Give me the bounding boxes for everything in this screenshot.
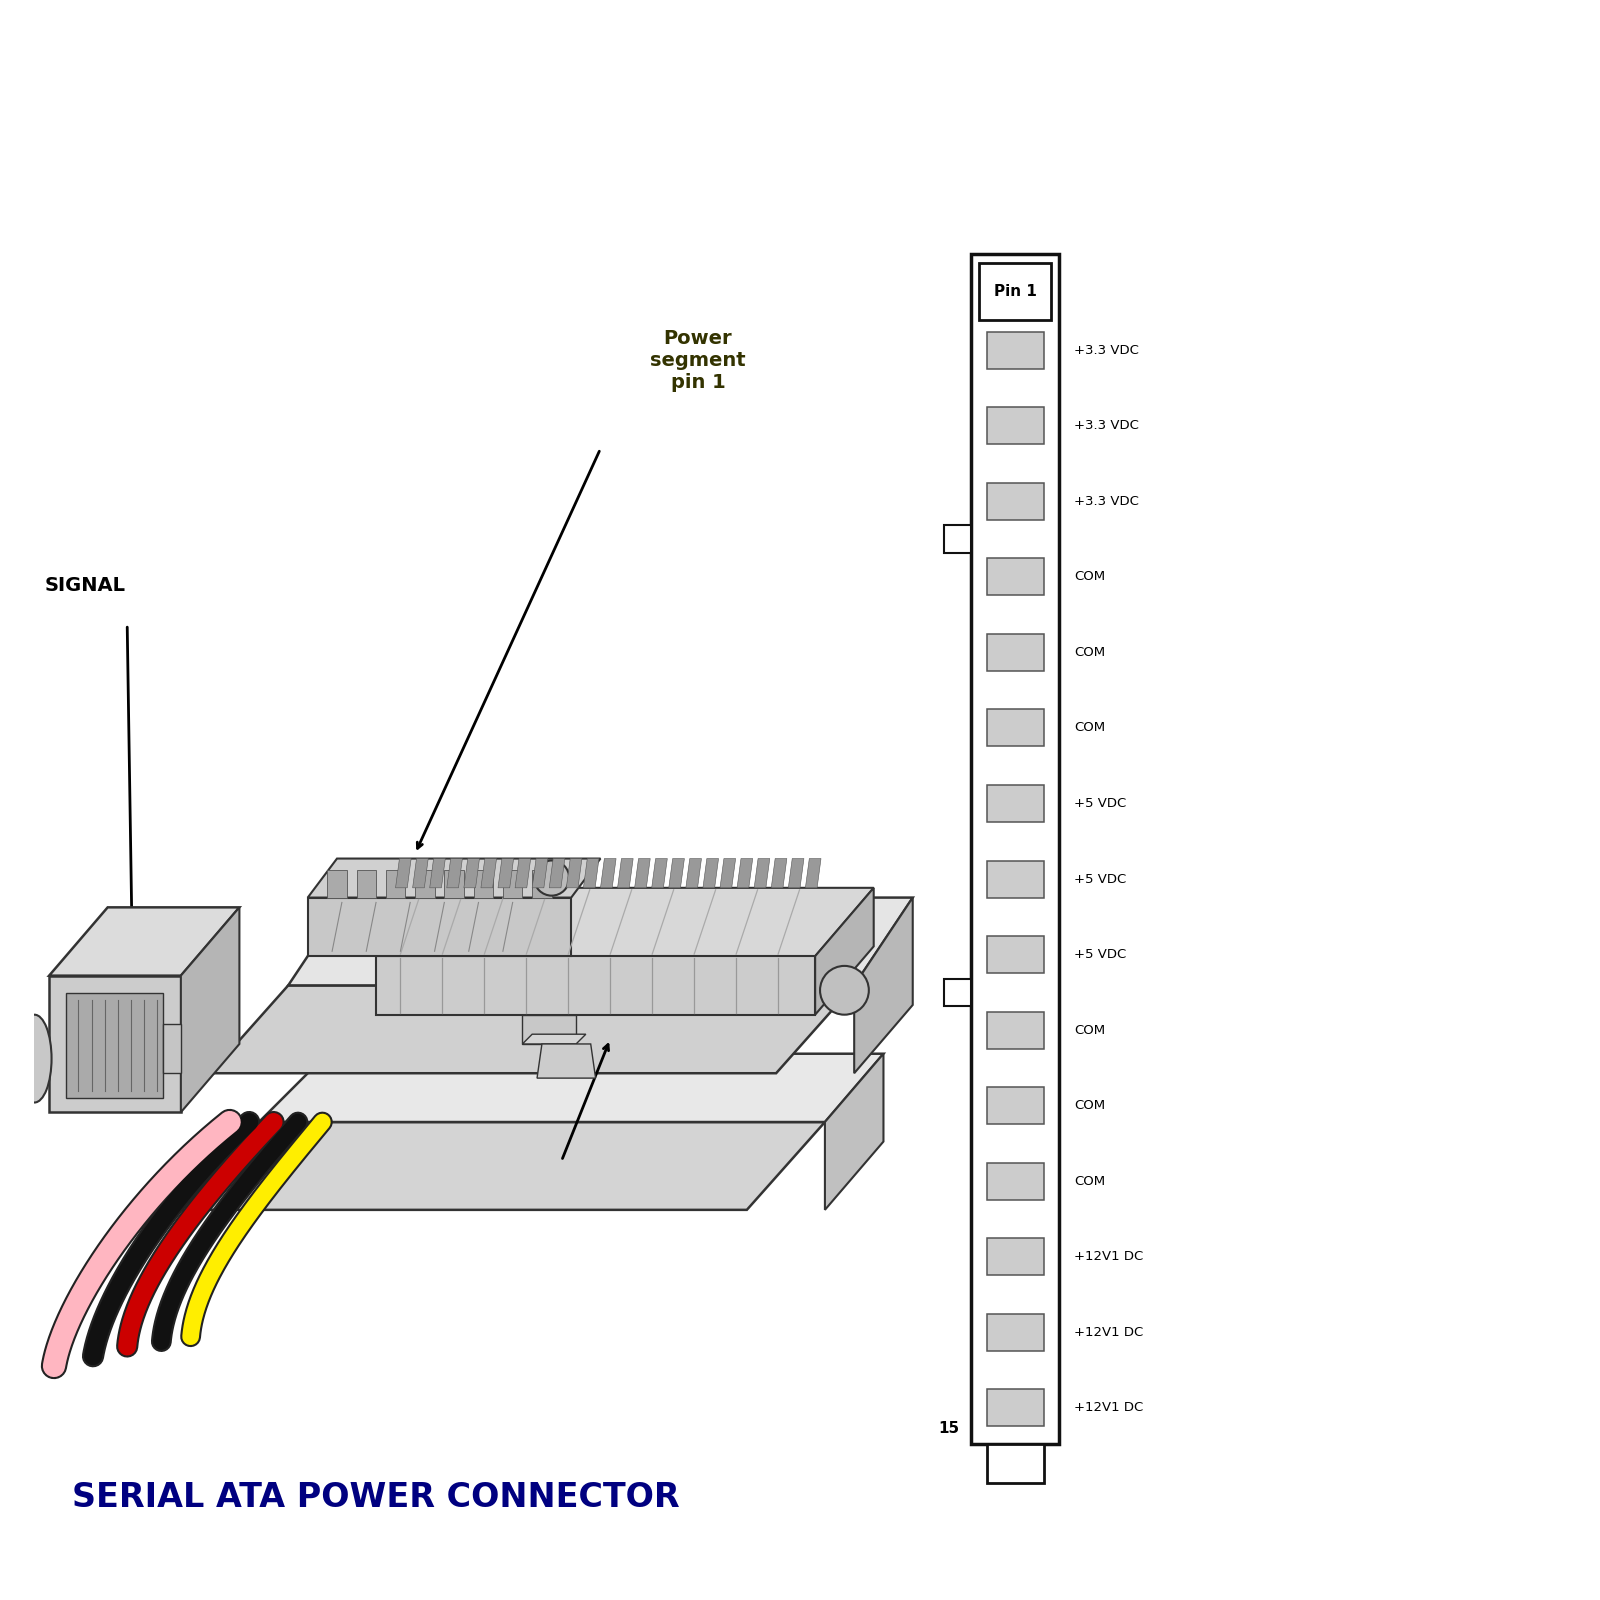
- Polygon shape: [789, 859, 803, 888]
- Text: +5 VDC: +5 VDC: [1074, 949, 1126, 962]
- Polygon shape: [482, 859, 496, 888]
- Bar: [987, 634, 1043, 670]
- Polygon shape: [618, 859, 634, 888]
- Text: +12V1 DC: +12V1 DC: [1074, 1326, 1142, 1339]
- Polygon shape: [307, 859, 600, 898]
- Polygon shape: [498, 859, 514, 888]
- Polygon shape: [413, 859, 429, 888]
- Bar: [445, 870, 464, 898]
- Text: +12V1 DC: +12V1 DC: [1074, 1402, 1142, 1414]
- Circle shape: [534, 861, 570, 896]
- Polygon shape: [686, 859, 701, 888]
- Polygon shape: [805, 859, 821, 888]
- Polygon shape: [854, 898, 912, 1074]
- Ellipse shape: [18, 1014, 51, 1102]
- Bar: [987, 406, 1043, 445]
- Polygon shape: [669, 859, 685, 888]
- Bar: [987, 1314, 1043, 1350]
- Bar: [987, 483, 1043, 520]
- Bar: [987, 331, 1043, 368]
- Polygon shape: [523, 1034, 586, 1043]
- Polygon shape: [50, 976, 181, 1112]
- Bar: [502, 870, 523, 898]
- Polygon shape: [566, 859, 582, 888]
- Text: +3.3 VDC: +3.3 VDC: [1074, 344, 1139, 357]
- Polygon shape: [738, 859, 752, 888]
- Text: SIGNAL: SIGNAL: [45, 576, 125, 595]
- Polygon shape: [826, 1054, 883, 1210]
- Polygon shape: [600, 859, 616, 888]
- Polygon shape: [651, 859, 667, 888]
- Bar: [987, 1389, 1043, 1427]
- Polygon shape: [754, 859, 770, 888]
- Bar: [979, 264, 1051, 320]
- Polygon shape: [430, 859, 445, 888]
- Bar: [987, 1445, 1043, 1483]
- Bar: [971, 253, 1059, 1445]
- Polygon shape: [771, 859, 787, 888]
- Bar: [944, 525, 971, 552]
- Text: Pin 1: Pin 1: [994, 285, 1037, 299]
- Polygon shape: [720, 859, 736, 888]
- Bar: [987, 1163, 1043, 1200]
- Bar: [357, 870, 376, 898]
- Text: +3.3 VDC: +3.3 VDC: [1074, 419, 1139, 432]
- Bar: [987, 558, 1043, 595]
- Text: COM: COM: [1074, 570, 1106, 584]
- Bar: [987, 709, 1043, 747]
- Polygon shape: [376, 888, 874, 957]
- Bar: [987, 861, 1043, 898]
- Polygon shape: [814, 888, 874, 1014]
- Polygon shape: [549, 859, 565, 888]
- Text: +3.3 VDC: +3.3 VDC: [1074, 494, 1139, 507]
- Bar: [987, 936, 1043, 973]
- Text: +5 VDC: +5 VDC: [1074, 797, 1126, 810]
- Bar: [987, 1011, 1043, 1048]
- Bar: [533, 870, 552, 898]
- Polygon shape: [288, 898, 912, 986]
- Polygon shape: [50, 907, 240, 976]
- Polygon shape: [538, 1043, 595, 1078]
- Bar: [414, 870, 435, 898]
- Bar: [944, 979, 971, 1006]
- Polygon shape: [635, 859, 650, 888]
- Bar: [987, 786, 1043, 822]
- Text: +5 VDC: +5 VDC: [1074, 872, 1126, 885]
- Text: COM: COM: [1074, 1024, 1106, 1037]
- Polygon shape: [181, 1122, 826, 1210]
- Bar: [987, 1238, 1043, 1275]
- Circle shape: [821, 966, 869, 1014]
- Text: COM: COM: [1074, 722, 1106, 734]
- Polygon shape: [464, 859, 480, 888]
- Polygon shape: [376, 957, 814, 1014]
- Bar: [163, 1024, 181, 1074]
- Text: Power
segment
pin 1: Power segment pin 1: [650, 330, 746, 392]
- Bar: [474, 870, 493, 898]
- Polygon shape: [66, 994, 163, 1098]
- Text: COM: COM: [1074, 646, 1106, 659]
- Bar: [328, 870, 347, 898]
- Polygon shape: [702, 859, 718, 888]
- Polygon shape: [584, 859, 598, 888]
- Text: COM: COM: [1074, 1174, 1106, 1187]
- Text: 15: 15: [939, 1421, 960, 1437]
- Polygon shape: [395, 859, 411, 888]
- Polygon shape: [446, 859, 462, 888]
- Polygon shape: [259, 1054, 883, 1122]
- Polygon shape: [533, 859, 547, 888]
- Bar: [987, 1086, 1043, 1125]
- Polygon shape: [181, 907, 240, 1112]
- Text: COM: COM: [1074, 1099, 1106, 1112]
- Polygon shape: [210, 986, 854, 1074]
- Polygon shape: [523, 1014, 576, 1043]
- Text: SERIAL ATA POWER CONNECTOR: SERIAL ATA POWER CONNECTOR: [72, 1482, 680, 1514]
- Bar: [386, 870, 405, 898]
- Text: +12V1 DC: +12V1 DC: [1074, 1250, 1142, 1264]
- Polygon shape: [515, 859, 531, 888]
- Polygon shape: [307, 898, 571, 957]
